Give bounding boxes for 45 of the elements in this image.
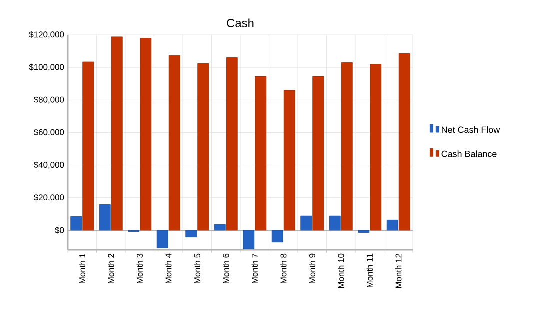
bar	[284, 90, 296, 231]
x-tick-label: Month 2	[108, 254, 114, 284]
x-tick-label: Month 3	[136, 254, 143, 284]
bar	[398, 54, 410, 231]
bar	[226, 58, 238, 231]
x-tick-label: Month 4	[166, 254, 172, 284]
y-tick-label: $20,000	[34, 194, 64, 202]
bar	[300, 216, 312, 231]
bar	[214, 224, 226, 231]
bar	[341, 62, 353, 231]
bar	[386, 220, 398, 231]
bar	[370, 64, 382, 231]
y-tick-label: $40,000	[34, 162, 64, 169]
y-tick-label: $0	[55, 227, 64, 234]
y-tick-label: $60,000	[34, 129, 64, 136]
bar	[312, 76, 324, 231]
y-tick-label: $100,000	[29, 64, 64, 72]
bar	[70, 216, 82, 231]
bar	[255, 76, 267, 231]
bar	[82, 62, 94, 231]
x-tick-label: Month 7	[252, 254, 258, 284]
bar	[111, 36, 123, 231]
x-tick-label: Month 6	[223, 254, 230, 284]
chart-title: Cash	[227, 18, 254, 28]
bar	[329, 216, 341, 231]
x-tick-label: Month 1	[79, 254, 86, 284]
x-tick-label: Month 10	[338, 254, 344, 288]
x-tick-label: Month 9	[309, 254, 316, 284]
bar	[99, 204, 111, 231]
x-tick-label: Month 12	[396, 254, 402, 288]
y-tick-label: $120,000	[29, 31, 64, 39]
bar	[168, 55, 180, 231]
bar	[140, 38, 152, 231]
bar	[156, 230, 168, 248]
legend-label: Cash Balance	[442, 150, 497, 158]
x-tick-label: Month 8	[280, 254, 287, 284]
bar	[358, 230, 370, 233]
bar	[198, 63, 210, 231]
bar	[272, 230, 284, 243]
bar	[186, 230, 198, 238]
x-tick-label: Month 11	[366, 254, 373, 288]
bar	[243, 230, 255, 250]
y-tick-label: $80,000	[34, 96, 64, 104]
x-tick-label: Month 5	[194, 254, 200, 284]
legend-label: Net Cash Flow	[442, 126, 500, 134]
